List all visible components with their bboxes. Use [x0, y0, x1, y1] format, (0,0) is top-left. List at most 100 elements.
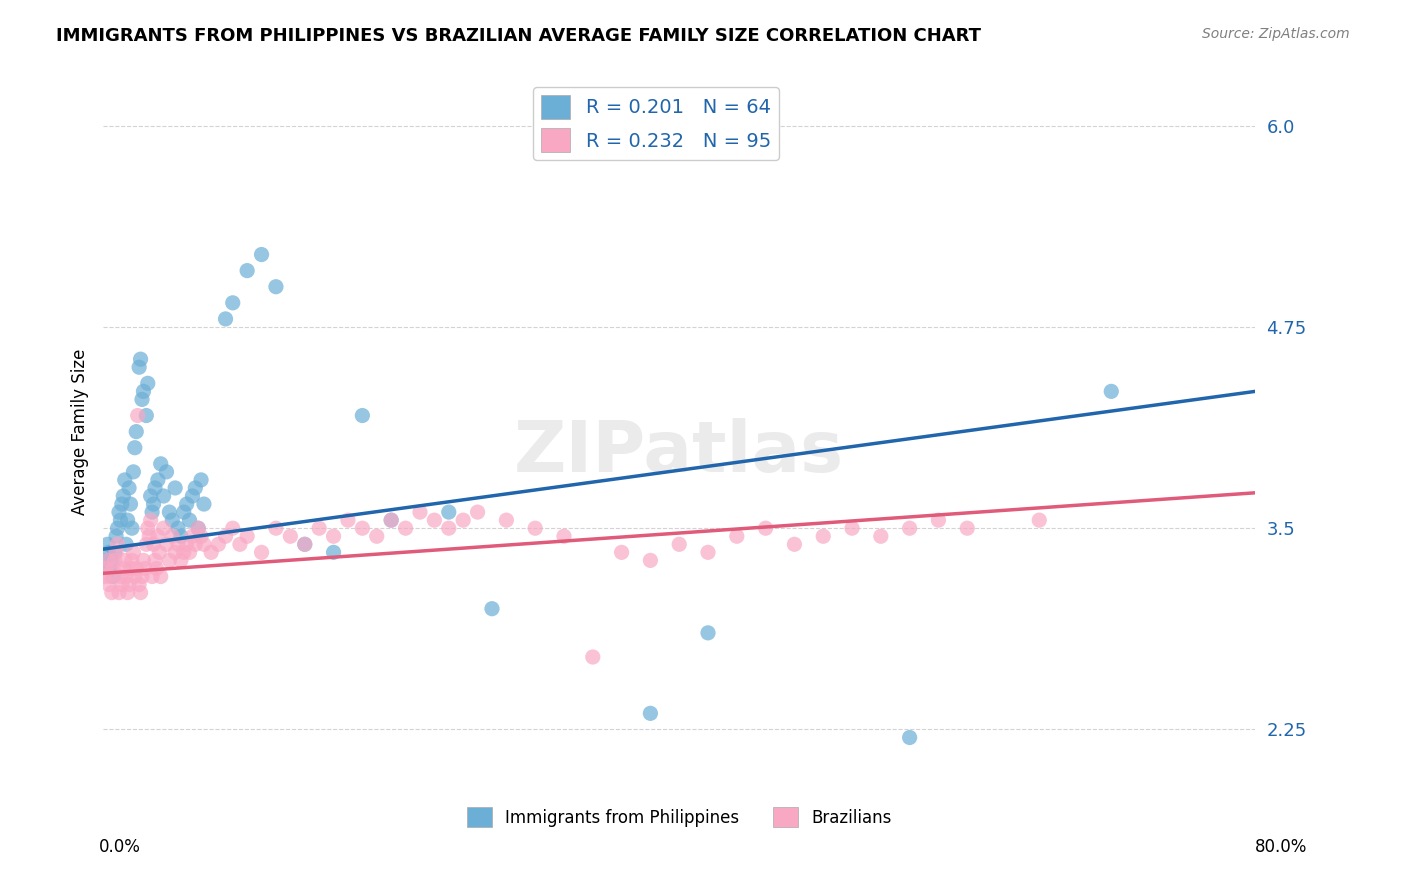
- Point: [294, 537, 316, 551]
- Point: [294, 537, 316, 551]
- Point: [139, 513, 162, 527]
- Point: [280, 529, 302, 543]
- Point: [927, 513, 949, 527]
- Point: [93, 569, 115, 583]
- Point: [121, 553, 143, 567]
- Point: [129, 585, 152, 599]
- Point: [184, 481, 207, 495]
- Point: [167, 537, 190, 551]
- Point: [136, 376, 159, 391]
- Point: [222, 521, 245, 535]
- Text: Source: ZipAtlas.com: Source: ZipAtlas.com: [1202, 27, 1350, 41]
- Point: [120, 497, 142, 511]
- Point: [135, 537, 157, 551]
- Y-axis label: Average Family Size: Average Family Size: [72, 349, 89, 515]
- Point: [640, 553, 662, 567]
- Point: [107, 521, 129, 535]
- Point: [94, 561, 117, 575]
- Point: [108, 505, 131, 519]
- Point: [157, 553, 180, 567]
- Point: [193, 497, 215, 511]
- Point: [250, 247, 273, 261]
- Point: [640, 706, 662, 721]
- Point: [423, 513, 446, 527]
- Point: [145, 561, 167, 575]
- Point: [336, 513, 359, 527]
- Point: [96, 537, 118, 551]
- Point: [124, 441, 146, 455]
- Point: [167, 521, 190, 535]
- Point: [134, 561, 156, 575]
- Point: [110, 513, 132, 527]
- Point: [146, 473, 169, 487]
- Point: [108, 585, 131, 599]
- Point: [179, 545, 201, 559]
- Point: [125, 561, 148, 575]
- Point: [1099, 384, 1122, 399]
- Point: [181, 489, 204, 503]
- Point: [146, 529, 169, 543]
- Point: [352, 409, 374, 423]
- Point: [96, 553, 118, 567]
- Point: [131, 569, 153, 583]
- Point: [380, 513, 402, 527]
- Point: [98, 569, 121, 583]
- Point: [176, 497, 198, 511]
- Point: [193, 537, 215, 551]
- Point: [132, 553, 155, 567]
- Point: [187, 521, 209, 535]
- Point: [148, 545, 170, 559]
- Point: [105, 529, 128, 543]
- Point: [112, 561, 135, 575]
- Point: [264, 279, 287, 293]
- Point: [122, 545, 145, 559]
- Point: [139, 489, 162, 503]
- Point: [143, 481, 166, 495]
- Point: [394, 521, 416, 535]
- Point: [176, 537, 198, 551]
- Point: [124, 569, 146, 583]
- Point: [121, 521, 143, 535]
- Point: [131, 392, 153, 407]
- Point: [118, 577, 141, 591]
- Point: [451, 513, 474, 527]
- Point: [236, 529, 259, 543]
- Point: [187, 521, 209, 535]
- Point: [207, 537, 229, 551]
- Point: [214, 312, 236, 326]
- Point: [141, 505, 163, 519]
- Point: [112, 489, 135, 503]
- Point: [200, 545, 222, 559]
- Point: [149, 457, 172, 471]
- Point: [103, 569, 125, 583]
- Point: [165, 545, 187, 559]
- Point: [184, 537, 207, 551]
- Point: [668, 537, 690, 551]
- Point: [127, 409, 149, 423]
- Text: 0.0%: 0.0%: [98, 838, 141, 856]
- Point: [841, 521, 863, 535]
- Point: [104, 545, 127, 559]
- Point: [250, 545, 273, 559]
- Text: ZIPatlas: ZIPatlas: [515, 418, 844, 487]
- Point: [437, 505, 460, 519]
- Text: IMMIGRANTS FROM PHILIPPINES VS BRAZILIAN AVERAGE FAMILY SIZE CORRELATION CHART: IMMIGRANTS FROM PHILIPPINES VS BRAZILIAN…: [56, 27, 981, 45]
- Point: [132, 384, 155, 399]
- Point: [697, 625, 720, 640]
- Point: [229, 537, 252, 551]
- Point: [181, 529, 204, 543]
- Point: [322, 545, 344, 559]
- Point: [142, 537, 165, 551]
- Point: [129, 352, 152, 367]
- Point: [697, 545, 720, 559]
- Point: [813, 529, 835, 543]
- Point: [173, 505, 195, 519]
- Point: [115, 537, 138, 551]
- Point: [118, 481, 141, 495]
- Point: [152, 521, 174, 535]
- Point: [236, 263, 259, 277]
- Point: [264, 521, 287, 535]
- Point: [120, 561, 142, 575]
- Point: [142, 497, 165, 511]
- Legend: Immigrants from Philippines, Brazilians: Immigrants from Philippines, Brazilians: [460, 800, 898, 834]
